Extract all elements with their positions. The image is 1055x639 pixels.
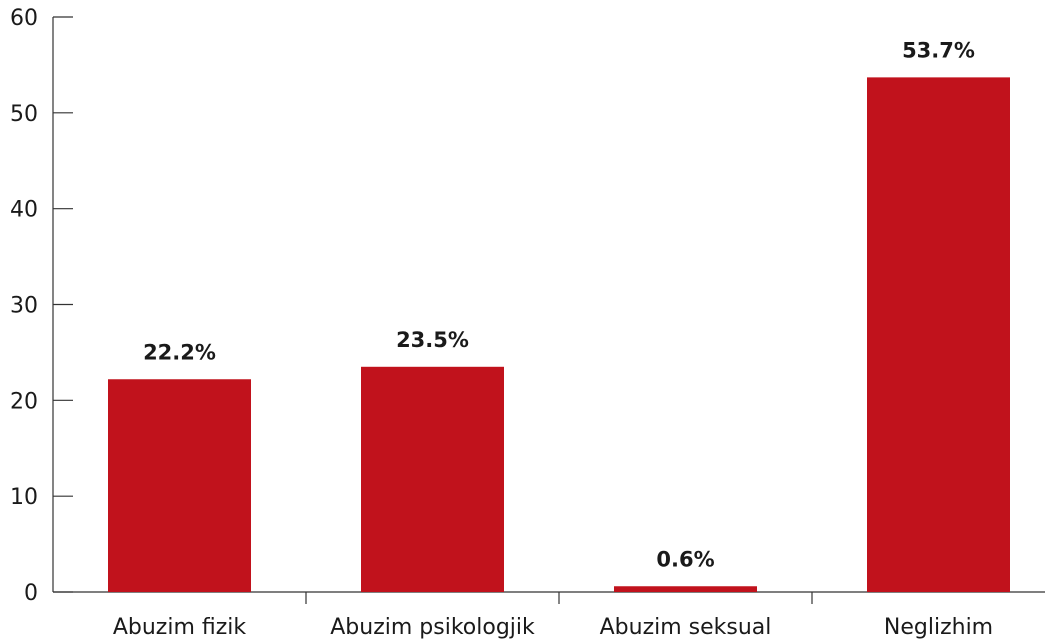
y-tick-label: 20 — [10, 389, 38, 414]
y-tick-label: 10 — [10, 485, 38, 510]
data-label: 23.5% — [396, 328, 469, 352]
y-tick-label: 30 — [10, 294, 38, 319]
data-label: 22.2% — [143, 340, 216, 364]
data-label: 0.6% — [656, 547, 714, 571]
category-label: Abuzim seksual — [600, 615, 772, 639]
bar — [867, 77, 1010, 592]
bar — [361, 366, 504, 592]
bars-group — [108, 77, 1010, 592]
category-labels-group: Abuzim fizik Abuzim psikologjik Abuzim sek… — [113, 615, 993, 639]
y-tick-label: 0 — [24, 581, 38, 606]
y-tick-label: 50 — [10, 102, 38, 127]
y-tick-label: 40 — [10, 198, 38, 223]
data-labels-group: 22.2% 23.5% 0.6% 53.7% — [143, 38, 975, 571]
category-label: Neglizhim — [884, 615, 993, 639]
data-label: 53.7% — [902, 38, 975, 62]
bar — [108, 379, 251, 592]
x-axis — [53, 591, 1045, 604]
y-tick-label: 60 — [10, 6, 38, 31]
y-axis: 0 10 20 30 40 50 60 — [10, 6, 73, 606]
category-label: Abuzim fizik — [113, 615, 247, 639]
bar — [614, 586, 757, 592]
category-label: Abuzim psikologjik — [330, 615, 535, 639]
